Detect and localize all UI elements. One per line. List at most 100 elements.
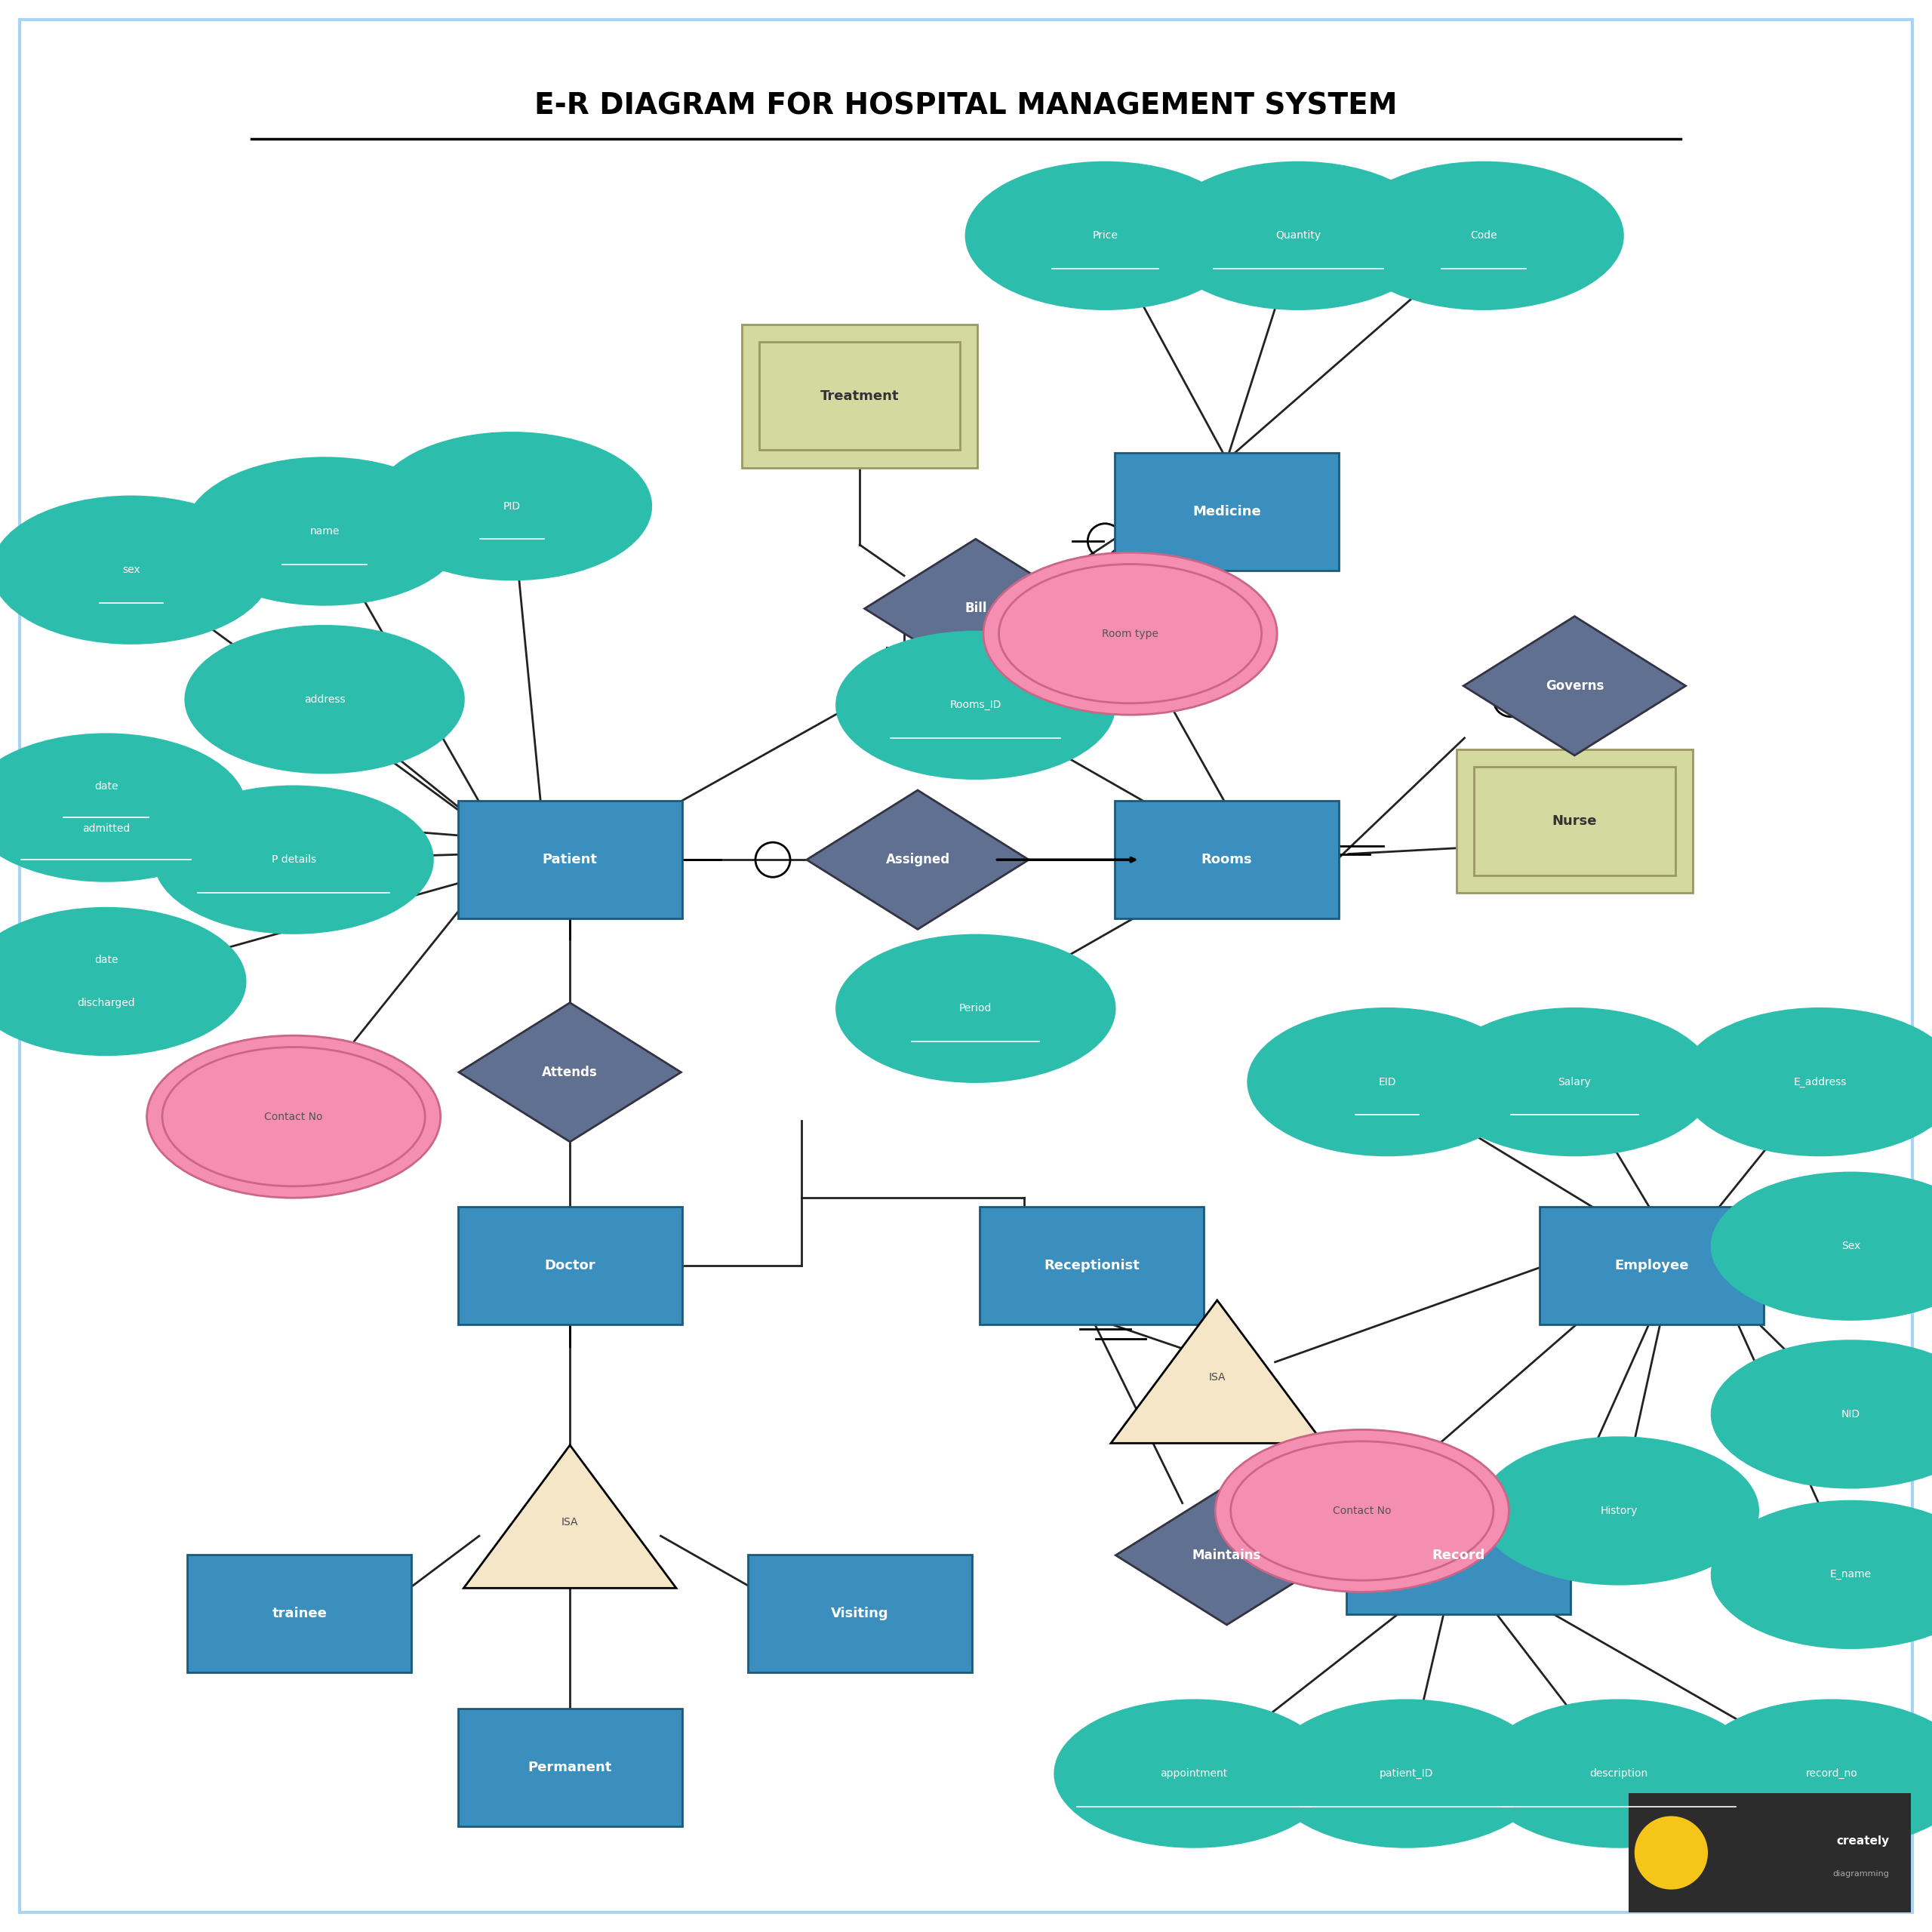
Text: ISA: ISA xyxy=(562,1517,578,1528)
Ellipse shape xyxy=(966,162,1244,309)
Text: description: description xyxy=(1590,1768,1648,1779)
FancyBboxPatch shape xyxy=(458,1710,682,1828)
Text: Employee: Employee xyxy=(1615,1258,1689,1273)
Text: Price: Price xyxy=(1092,230,1119,242)
Text: E_name: E_name xyxy=(1830,1569,1872,1580)
Text: Salary: Salary xyxy=(1557,1076,1592,1088)
Ellipse shape xyxy=(1055,1700,1333,1847)
Ellipse shape xyxy=(147,1036,440,1198)
Text: Attends: Attends xyxy=(543,1065,597,1080)
FancyBboxPatch shape xyxy=(748,1553,972,1673)
Ellipse shape xyxy=(999,564,1262,703)
Ellipse shape xyxy=(185,458,464,605)
Text: Quantity: Quantity xyxy=(1275,230,1321,242)
FancyBboxPatch shape xyxy=(1457,750,1692,893)
Text: NID: NID xyxy=(1841,1408,1861,1420)
Ellipse shape xyxy=(1480,1437,1758,1584)
Text: Governs: Governs xyxy=(1546,678,1604,694)
Text: Period: Period xyxy=(960,1003,991,1014)
Ellipse shape xyxy=(0,497,270,643)
Text: address: address xyxy=(303,694,346,705)
Ellipse shape xyxy=(1480,1700,1758,1847)
Ellipse shape xyxy=(1248,1009,1526,1155)
Text: Contact No: Contact No xyxy=(265,1111,323,1122)
Polygon shape xyxy=(464,1445,676,1588)
Ellipse shape xyxy=(155,786,433,933)
Ellipse shape xyxy=(373,433,651,580)
Text: sex: sex xyxy=(122,564,141,576)
Text: Nurse: Nurse xyxy=(1551,813,1598,829)
Text: E_address: E_address xyxy=(1793,1076,1847,1088)
Text: Code: Code xyxy=(1470,230,1497,242)
Text: Room type: Room type xyxy=(1101,628,1159,639)
Text: Receptionist: Receptionist xyxy=(1043,1258,1140,1273)
Ellipse shape xyxy=(983,553,1277,715)
Text: Doctor: Doctor xyxy=(545,1258,595,1273)
Ellipse shape xyxy=(1231,1441,1493,1580)
Text: Medicine: Medicine xyxy=(1192,504,1262,520)
Text: Permanent: Permanent xyxy=(527,1760,612,1776)
Polygon shape xyxy=(1111,1300,1323,1443)
Ellipse shape xyxy=(837,935,1115,1082)
Text: Contact No: Contact No xyxy=(1333,1505,1391,1517)
Text: Maintains: Maintains xyxy=(1192,1548,1262,1563)
Text: admitted: admitted xyxy=(83,823,129,835)
Text: ISA: ISA xyxy=(1209,1372,1225,1383)
Ellipse shape xyxy=(1681,1009,1932,1155)
FancyBboxPatch shape xyxy=(1629,1793,1911,1913)
Text: Sex: Sex xyxy=(1841,1240,1861,1252)
Text: Treatment: Treatment xyxy=(821,388,898,404)
Polygon shape xyxy=(460,1003,682,1142)
Ellipse shape xyxy=(837,632,1115,779)
Text: record_no: record_no xyxy=(1806,1768,1857,1779)
Text: patient_ID: patient_ID xyxy=(1379,1768,1434,1779)
Ellipse shape xyxy=(1712,1341,1932,1488)
Ellipse shape xyxy=(1215,1430,1509,1592)
Text: trainee: trainee xyxy=(272,1605,327,1621)
Text: E-R DIAGRAM FOR HOSPITAL MANAGEMENT SYSTEM: E-R DIAGRAM FOR HOSPITAL MANAGEMENT SYST… xyxy=(535,93,1397,120)
FancyBboxPatch shape xyxy=(458,800,682,918)
FancyBboxPatch shape xyxy=(1474,767,1675,875)
Ellipse shape xyxy=(1692,1700,1932,1847)
Text: Rooms_ID: Rooms_ID xyxy=(951,699,1001,711)
Circle shape xyxy=(1634,1816,1708,1889)
Text: History: History xyxy=(1600,1505,1638,1517)
FancyBboxPatch shape xyxy=(742,325,978,468)
Text: Visiting: Visiting xyxy=(831,1605,889,1621)
Polygon shape xyxy=(866,539,1088,678)
FancyBboxPatch shape xyxy=(1347,1497,1571,1615)
Text: Record: Record xyxy=(1432,1548,1486,1563)
Ellipse shape xyxy=(185,626,464,773)
FancyBboxPatch shape xyxy=(759,342,960,450)
Ellipse shape xyxy=(0,734,245,881)
Text: creately: creately xyxy=(1837,1835,1889,1847)
Ellipse shape xyxy=(1345,162,1623,309)
Polygon shape xyxy=(808,790,1030,929)
Text: name: name xyxy=(309,526,340,537)
Text: Rooms: Rooms xyxy=(1202,852,1252,867)
Text: discharged: discharged xyxy=(77,997,135,1009)
Ellipse shape xyxy=(1712,1173,1932,1320)
Ellipse shape xyxy=(162,1047,425,1186)
Polygon shape xyxy=(1117,1486,1339,1625)
FancyBboxPatch shape xyxy=(1115,454,1339,572)
Text: Bill: Bill xyxy=(964,601,987,616)
Text: Patient: Patient xyxy=(543,852,597,867)
Text: appointment: appointment xyxy=(1161,1768,1227,1779)
Text: PID: PID xyxy=(502,500,522,512)
FancyBboxPatch shape xyxy=(458,1206,682,1325)
Text: diagramming: diagramming xyxy=(1833,1870,1889,1878)
Polygon shape xyxy=(1464,616,1685,755)
Ellipse shape xyxy=(1267,1700,1546,1847)
Text: date: date xyxy=(95,781,118,792)
Ellipse shape xyxy=(1435,1009,1714,1155)
FancyBboxPatch shape xyxy=(1115,800,1339,918)
Ellipse shape xyxy=(0,908,245,1055)
Text: EID: EID xyxy=(1378,1076,1397,1088)
FancyBboxPatch shape xyxy=(980,1206,1204,1325)
Ellipse shape xyxy=(1159,162,1437,309)
Text: Assigned: Assigned xyxy=(885,852,951,867)
FancyBboxPatch shape xyxy=(187,1553,412,1673)
FancyBboxPatch shape xyxy=(1540,1206,1764,1325)
Text: P details: P details xyxy=(270,854,317,866)
